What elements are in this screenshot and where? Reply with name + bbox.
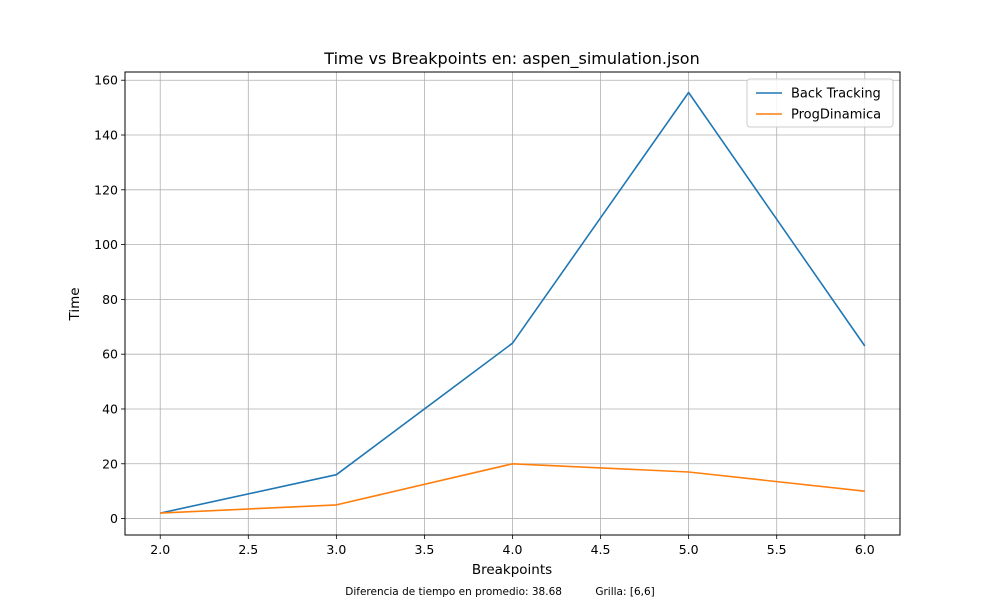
y-tick-label: 20 [102,456,118,471]
y-tick-label: 40 [102,401,118,416]
x-tick-label: 4.0 [503,542,523,557]
x-tick-label: 4.5 [591,542,611,557]
x-tick-label: 5.5 [767,542,787,557]
y-tick-label: 60 [102,347,118,362]
legend-entry: Back Tracking [791,87,881,102]
footer-note: Diferencia de tiempo en promedio: 38.68 … [0,586,1000,598]
x-axis-label: Breakpoints [472,562,552,578]
series-line-0 [160,91,866,514]
y-tick-label: 80 [102,292,118,307]
legend-box [746,78,894,128]
y-axis-label: Time [67,287,83,321]
x-tick-label: 2.0 [150,542,170,557]
x-tick-label: 3.0 [326,542,346,557]
footer-diff-text: Diferencia de tiempo en promedio: 38.68 [345,586,562,598]
series-line-1 [160,462,865,514]
y-axis: 0 20 40 60 80 100 120 140 160 [94,73,125,526]
legend-entry: ProgDinamica [791,108,881,123]
x-tick-label: 3.5 [414,542,434,557]
y-tick-label: 100 [94,237,118,252]
series-lines [160,91,866,514]
x-tick-label: 6.0 [855,542,875,557]
y-tick-label: 0 [110,511,118,526]
x-tick-label: 2.5 [238,542,258,557]
y-tick-label: 140 [94,128,118,143]
x-tick-label: 5.0 [679,542,699,557]
x-axis: 2.0 2.5 3.0 3.5 4.0 4.5 5.0 5.5 6.0 [150,535,875,557]
y-tick-label: 120 [94,182,118,197]
chart-title: Time vs Breakpoints en: aspen_simulation… [323,49,699,69]
legend: Back Tracking ProgDinamica [746,78,894,128]
y-tick-label: 160 [94,73,118,88]
footer-grid-text: Grilla: [6,6] [595,586,655,598]
grid-lines [125,72,900,535]
